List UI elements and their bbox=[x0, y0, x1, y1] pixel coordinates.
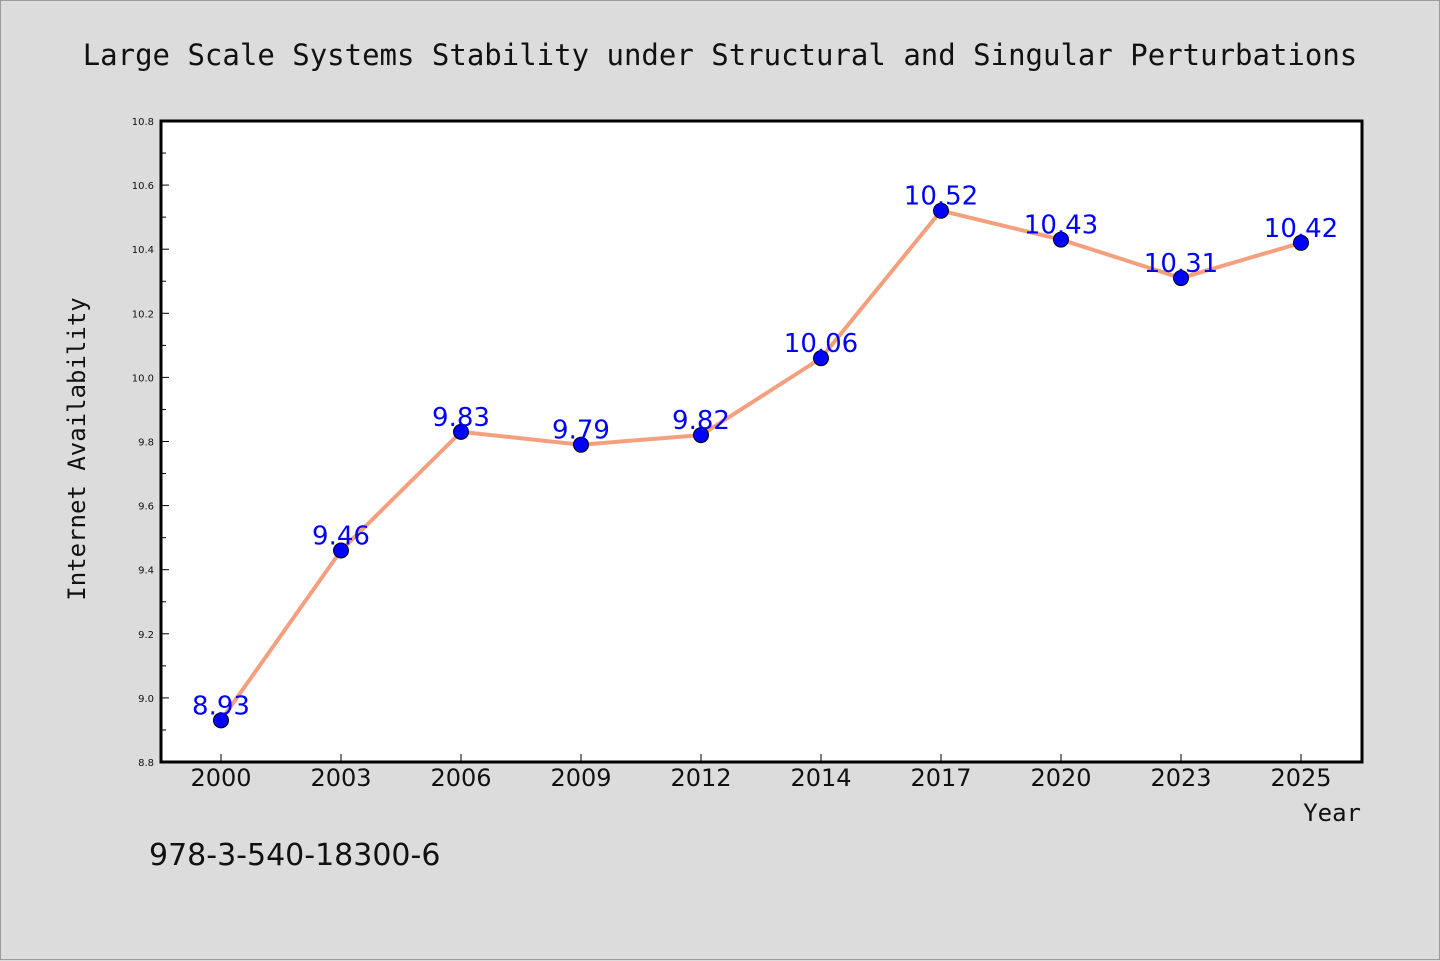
data-point bbox=[573, 436, 589, 453]
y-tick-label: 10.4 bbox=[132, 245, 154, 256]
data-label: 9.46 bbox=[312, 521, 370, 551]
data-point bbox=[933, 202, 949, 219]
data-label: 10.31 bbox=[1144, 249, 1218, 279]
x-tick-label: 2003 bbox=[310, 764, 371, 792]
x-tick-label: 2017 bbox=[910, 764, 971, 792]
series-line bbox=[219, 208, 1303, 723]
y-tick-label: 10.8 bbox=[132, 117, 154, 128]
x-tick-label: 2014 bbox=[790, 764, 851, 792]
x-tick-label: 2009 bbox=[550, 764, 611, 792]
data-label: 10.52 bbox=[904, 182, 978, 212]
y-tick-label: 9.4 bbox=[138, 566, 154, 577]
y-tick-label: 8.8 bbox=[138, 758, 154, 769]
data-point bbox=[1053, 231, 1069, 248]
data-point bbox=[693, 427, 709, 444]
data-label: 8.93 bbox=[192, 691, 250, 721]
x-tick-label: 2006 bbox=[430, 764, 491, 792]
data-point bbox=[453, 423, 469, 440]
y-axis: 8.8 9.0 9.2 9.4 9.6 9.8 10.0 10.2 10.4 10.6 10.8 bbox=[132, 117, 169, 769]
y-tick-label: 9.0 bbox=[138, 694, 154, 705]
plot-area bbox=[159, 119, 1364, 764]
data-label: 10.06 bbox=[784, 329, 858, 359]
data-label: 10.42 bbox=[1264, 214, 1338, 244]
y-axis-label: Internet Availability bbox=[63, 297, 91, 600]
data-point bbox=[213, 712, 229, 729]
x-tick-label: 2025 bbox=[1270, 764, 1331, 792]
y-tick-label: 9.8 bbox=[138, 438, 154, 449]
x-tick-label: 2000 bbox=[190, 764, 251, 792]
x-tick-label: 2020 bbox=[1030, 764, 1091, 792]
data-labels: 8.93 9.46 9.83 9.79 9.82 10.06 10.52 10.43 10.31… bbox=[192, 182, 1338, 722]
y-tick-label: 9.2 bbox=[138, 630, 154, 641]
y-tick-label: 10.6 bbox=[132, 181, 154, 192]
y-tick-label: 9.6 bbox=[138, 502, 154, 513]
data-point bbox=[813, 350, 829, 367]
footer-isbn: 978-3-540-18300-6 bbox=[149, 838, 440, 873]
series-line-group bbox=[213, 202, 1309, 729]
data-label: 9.79 bbox=[552, 416, 610, 446]
data-point bbox=[1293, 234, 1309, 251]
y-tick-label: 10.0 bbox=[132, 373, 154, 384]
data-label: 9.82 bbox=[672, 406, 730, 436]
x-tick-label: 2023 bbox=[1150, 764, 1211, 792]
y-tick-label: 10.2 bbox=[132, 309, 154, 320]
x-tick-label: 2012 bbox=[670, 764, 731, 792]
data-point bbox=[1173, 270, 1189, 287]
x-axis-label: Year bbox=[1303, 799, 1361, 827]
chart-title: Large Scale Systems Stability under Stru… bbox=[83, 38, 1358, 72]
x-axis: 2000 2003 2006 2009 2012 2014 2017 2020 2023 2025 bbox=[190, 754, 1332, 792]
data-label: 10.43 bbox=[1024, 211, 1098, 241]
data-point bbox=[333, 542, 349, 559]
data-label: 9.83 bbox=[432, 403, 490, 433]
